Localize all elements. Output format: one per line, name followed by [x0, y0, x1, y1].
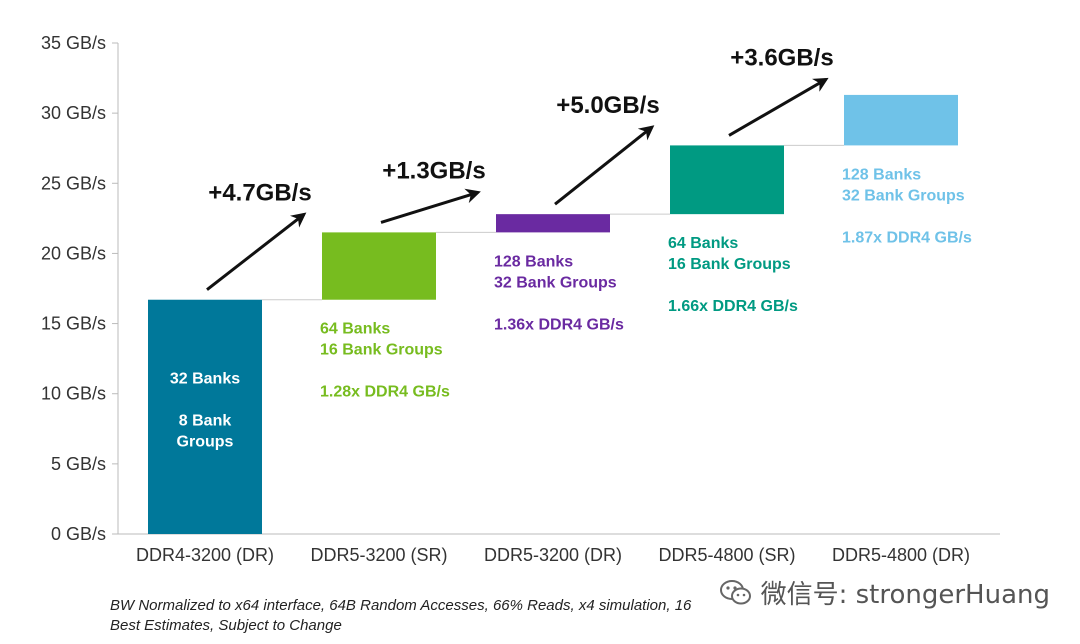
- annotation-text: 1.28x DDR4 GB/s: [320, 384, 450, 401]
- bar: [844, 94, 958, 146]
- x-tick-label: DDR5-4800 (DR): [832, 545, 970, 565]
- delta-label: +5.0GB/s: [556, 92, 659, 119]
- annotation-text: 16 Bank Groups: [320, 342, 443, 359]
- annotation-text: 64 Banks: [320, 321, 390, 338]
- annotation-text: 32 Banks: [170, 371, 240, 388]
- delta-label: +1.3GB/s: [382, 157, 485, 184]
- y-tick-label: 15 GB/s: [41, 314, 106, 334]
- y-tick-label: 30 GB/s: [41, 103, 106, 123]
- footnote-line-2: Best Estimates, Subject to Change: [110, 617, 342, 634]
- annotation-text: 128 Banks: [842, 166, 921, 183]
- bar: [322, 232, 436, 300]
- delta-arrow: [554, 125, 655, 206]
- annotation-text: 32 Bank Groups: [842, 187, 965, 204]
- annotation-text: 1.36x DDR4 GB/s: [494, 316, 624, 333]
- x-tick-label: DDR5-3200 (DR): [484, 545, 622, 565]
- delta-label: +4.7GB/s: [208, 179, 311, 206]
- annotation-text: 1.66x DDR4 GB/s: [668, 298, 798, 315]
- annotation-text: 16 Bank Groups: [668, 256, 791, 273]
- bar: [496, 214, 610, 233]
- annotation-text: 32 Bank Groups: [494, 274, 617, 291]
- delta-label: +3.6GB/s: [730, 44, 833, 71]
- x-tick-label: DDR4-3200 (DR): [136, 545, 274, 565]
- wechat-icon: [719, 579, 751, 604]
- x-tick-label: DDR5-3200 (SR): [310, 545, 447, 565]
- y-tick-label: 5 GB/s: [51, 454, 106, 474]
- bar: [148, 299, 262, 534]
- annotation-text: 1.87x DDR4 GB/s: [842, 229, 972, 246]
- delta-arrow: [728, 77, 829, 137]
- y-tick-label: 10 GB/s: [41, 384, 106, 404]
- footnote-line-1: BW Normalized to x64 interface, 64B Rand…: [110, 597, 692, 614]
- y-tick-label: 35 GB/s: [41, 33, 106, 53]
- delta-arrow: [380, 188, 481, 224]
- annotation-text: 8 Bank: [179, 413, 232, 430]
- watermark: 微信号: strongerHuang: [719, 574, 1050, 611]
- watermark-text: 微信号: strongerHuang: [760, 580, 1050, 610]
- x-tick-label: DDR5-4800 (SR): [658, 545, 795, 565]
- y-tick-label: 20 GB/s: [41, 243, 106, 263]
- annotation-text: Groups: [177, 434, 234, 451]
- bar: [670, 145, 784, 215]
- y-tick-label: 0 GB/s: [51, 524, 106, 544]
- delta-arrow: [206, 212, 307, 291]
- annotation-text: 128 Banks: [494, 253, 573, 270]
- y-tick-label: 25 GB/s: [41, 173, 106, 193]
- annotation-text: 64 Banks: [668, 235, 738, 252]
